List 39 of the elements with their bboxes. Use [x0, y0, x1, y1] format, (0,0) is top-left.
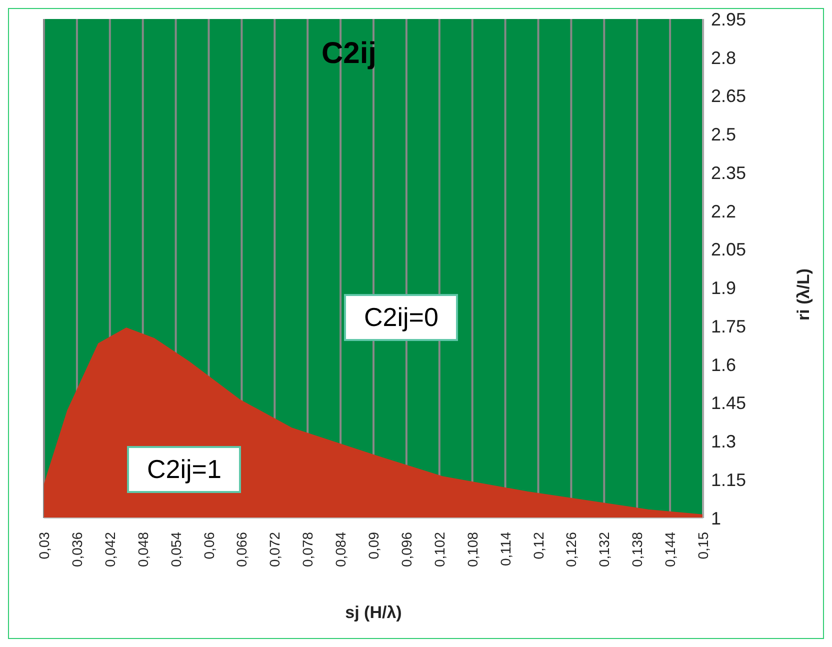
x-tick-label: 0,048 [134, 532, 151, 568]
x-tick-label: 0,03 [36, 532, 52, 560]
x-tick-label: 0,114 [497, 532, 514, 566]
y-tick-label: 1.6 [711, 354, 736, 375]
x-tick-label: 0,102 [431, 532, 448, 568]
x-tick-label: 0,09 [366, 532, 382, 560]
x-tick-label: 0,078 [300, 532, 316, 568]
y-tick-label: 1.9 [711, 278, 736, 298]
y-tick-label: 2.95 [711, 9, 746, 30]
annotation: C2ij=0 [344, 294, 458, 341]
x-tick-label: 0,108 [464, 532, 480, 568]
x-tick-label: 0,132 [596, 532, 612, 568]
annotation: C2ij=1 [127, 446, 242, 493]
y-tick-label: 1.75 [711, 316, 746, 336]
x-tick-label: 0,066 [234, 532, 250, 568]
x-tick-label: 0,144 [662, 532, 678, 568]
x-tick-label: 0,072 [266, 532, 283, 568]
y-tick-label: 2.2 [711, 201, 736, 222]
x-tick-label: 0,036 [68, 532, 85, 568]
y-tick-label: 2.05 [711, 240, 746, 260]
y-tick-label: 1.45 [711, 393, 746, 414]
x-tick-label: 0,12 [530, 532, 546, 560]
x-tick-label: 0,15 [695, 532, 711, 560]
x-tick-label: 0,126 [563, 532, 580, 568]
x-tick-label: 0,138 [629, 532, 646, 568]
y-tick-label: 2.5 [711, 124, 736, 145]
y-tick-label: 1 [711, 508, 722, 528]
x-tick-label: 0,084 [332, 532, 349, 568]
y-tick-label: 2.35 [711, 162, 746, 183]
x-axis-title: sj (H/λ) [345, 603, 402, 622]
y-tick-label: 2.8 [711, 48, 736, 68]
x-tick-label: 0,042 [102, 532, 118, 568]
y-tick-label: 1.15 [711, 470, 746, 490]
y-tick-label: 2.65 [711, 86, 746, 106]
x-tick-label: 0,096 [398, 532, 414, 568]
y-tick-label: 1.3 [711, 432, 736, 452]
x-tick-label: 0,06 [200, 532, 217, 560]
y-axis-title: ri (λ/L) [794, 268, 814, 320]
x-tick-label: 0,054 [168, 532, 184, 568]
